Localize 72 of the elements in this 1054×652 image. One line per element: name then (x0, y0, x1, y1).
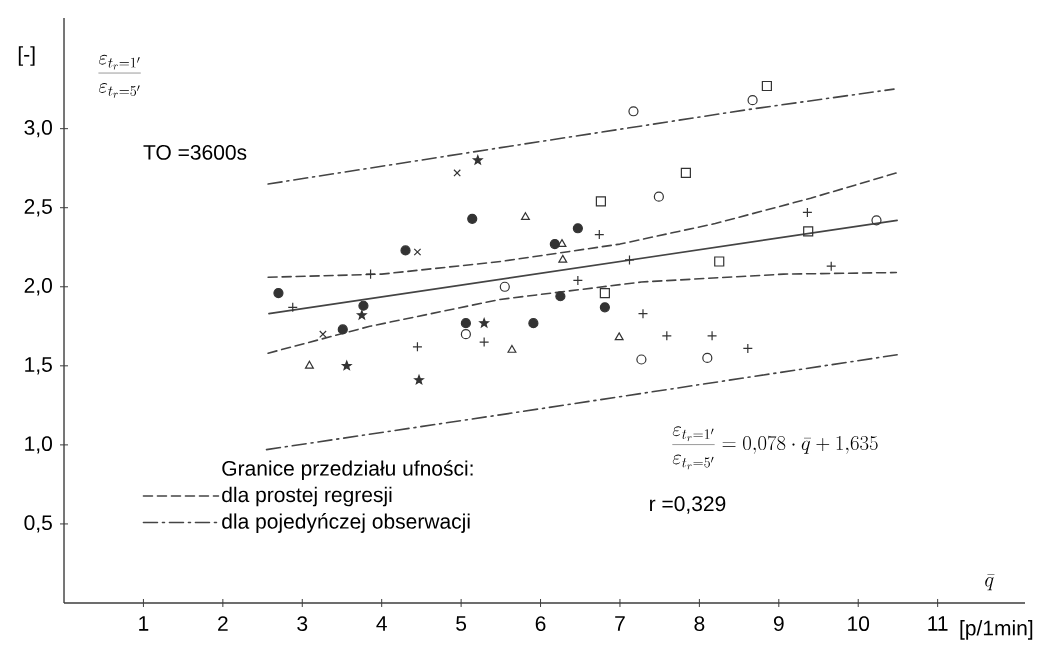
point (653, 191, 664, 202)
y-axis-title: $\frac{\varepsilon_{t_r=1'}}{\varepsilon_{t_r=5'}}$ (98, 54, 141, 98)
point (304, 360, 314, 369)
x-tick-label: 10 (848, 616, 870, 632)
point (507, 344, 517, 353)
point (595, 196, 606, 207)
y-tick-label: 0,5 (24, 515, 52, 533)
y-tick-label: 1,5 (25, 357, 52, 375)
point (636, 354, 647, 365)
point (460, 318, 471, 329)
point (624, 254, 635, 265)
x-tick-label: 7 (615, 616, 625, 631)
annotation: $\bar{q}$ (985, 574, 995, 591)
x-tick-label: 8 (694, 616, 705, 632)
point (557, 238, 567, 247)
line-series (267, 271, 898, 354)
point (549, 238, 560, 250)
point (413, 248, 422, 256)
point (599, 288, 610, 299)
x-tick-label: 4 (376, 616, 387, 631)
point (680, 167, 691, 179)
point (714, 256, 725, 267)
point (341, 360, 352, 371)
x-tick-label: 9 (773, 616, 784, 632)
point (803, 226, 814, 237)
point (412, 341, 423, 352)
point (628, 106, 639, 117)
annotation: $\frac{\varepsilon_{t_r=1'}}{\varepsilon_{t_r=5'}}=0{,}078\cdot\bar{q}+1{,}635$ (672, 426, 878, 470)
point (414, 374, 424, 385)
x-tick-label: 6 (535, 616, 546, 632)
x-tick-label: 2 (218, 616, 228, 631)
legend-label: dla prostej regresji (222, 486, 392, 507)
point (871, 215, 882, 226)
y-tick-label: 3,0 (24, 119, 52, 138)
x-tick-label: 1 (139, 616, 149, 631)
x-tick-label: 11 (928, 616, 948, 631)
x-tick-label: 5 (456, 616, 467, 631)
y-tick-label: 1,0 (25, 436, 52, 454)
point (365, 269, 376, 280)
point (460, 329, 471, 340)
legend-title: Granice przedziału ufności: (222, 460, 473, 480)
point (599, 302, 610, 313)
point (761, 80, 772, 92)
point (479, 318, 490, 328)
x-tick-label: 3 (297, 616, 308, 632)
x-axis-title: [p/1min] (960, 620, 1033, 640)
point (400, 245, 411, 256)
annotation: r =0,329 (650, 496, 726, 514)
point (702, 352, 713, 364)
text: [-] (18, 46, 35, 66)
point (319, 330, 327, 338)
point (499, 281, 510, 292)
legend-label: dla pojedyńczej obserwacji (222, 513, 470, 533)
line-series (267, 88, 895, 185)
point (558, 254, 568, 263)
y-tick-label: 2,5 (24, 199, 52, 217)
line-series (267, 172, 898, 279)
point (572, 223, 583, 234)
point (472, 155, 483, 165)
point (453, 169, 461, 177)
y-tick-label: 2,0 (24, 278, 52, 296)
point (614, 332, 624, 341)
point (528, 318, 539, 329)
annotation: TO =3600s (143, 144, 247, 160)
point (337, 324, 348, 335)
point (273, 288, 284, 299)
point (358, 300, 369, 311)
point (555, 291, 566, 302)
point (356, 310, 367, 320)
point (520, 212, 530, 221)
point (747, 95, 758, 106)
point (467, 213, 478, 224)
